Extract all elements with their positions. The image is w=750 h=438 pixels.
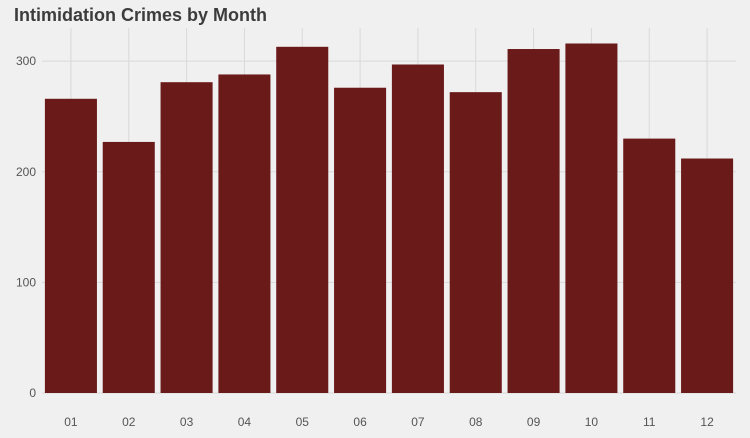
bar-10 xyxy=(565,43,618,393)
x-tick-label: 01 xyxy=(64,415,78,429)
x-tick-label: 08 xyxy=(469,415,483,429)
x-tick-label: 09 xyxy=(527,415,541,429)
bars xyxy=(44,43,734,394)
x-tick-label: 04 xyxy=(238,415,252,429)
bar-07 xyxy=(391,64,444,393)
x-tick-label: 07 xyxy=(411,415,425,429)
x-tick-label: 05 xyxy=(296,415,310,429)
x-tick-label: 12 xyxy=(700,415,714,429)
bar-06 xyxy=(334,87,387,394)
y-tick-label: 0 xyxy=(29,386,36,400)
bar-04 xyxy=(218,74,271,394)
y-tick-label: 300 xyxy=(16,54,36,68)
bar-09 xyxy=(507,49,560,394)
y-tick-label: 100 xyxy=(16,275,36,289)
x-tick-label: 10 xyxy=(585,415,599,429)
bar-12 xyxy=(681,158,734,393)
bar-01 xyxy=(44,98,97,394)
x-tick-label: 06 xyxy=(353,415,367,429)
bar-02 xyxy=(102,141,155,393)
bar-03 xyxy=(160,82,213,394)
bar-11 xyxy=(623,138,676,393)
y-tick-label: 200 xyxy=(16,165,36,179)
x-tick-label: 02 xyxy=(122,415,136,429)
x-tick-labels: 01 02 03 04 05 06 07 08 09 10 11 12 xyxy=(64,415,714,429)
x-tick-label: 11 xyxy=(643,415,656,429)
x-tick-label: 03 xyxy=(180,415,194,429)
y-tick-labels: 0 100 200 300 xyxy=(16,54,36,400)
bar-08 xyxy=(449,92,502,393)
chart-title: Intimidation Crimes by Month xyxy=(14,5,268,25)
bar-05 xyxy=(276,46,329,393)
